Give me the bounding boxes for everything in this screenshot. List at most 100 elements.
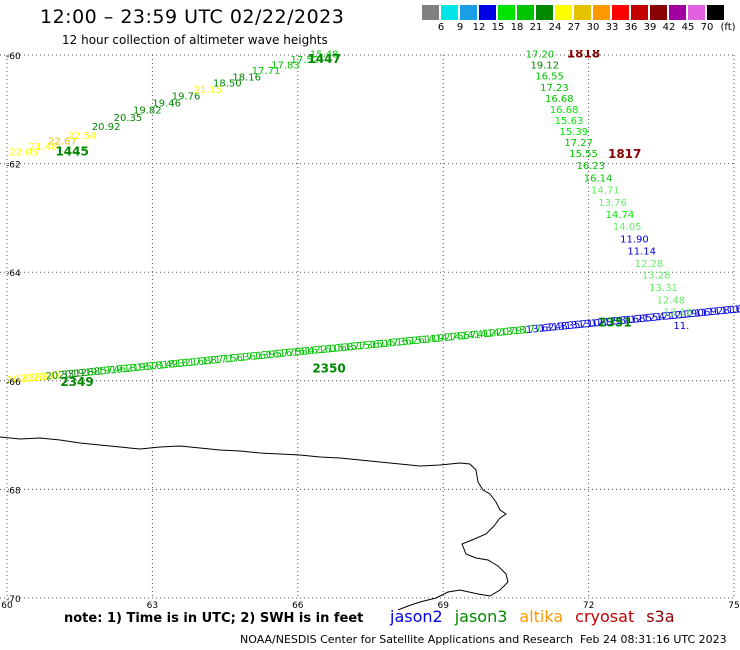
- track-jason3: 22.0521.4822.6722.5420.9220.3519.8219.46…: [9, 50, 338, 158]
- wave-height-label: 19.12: [530, 61, 559, 72]
- legend-swatch: [479, 5, 496, 20]
- band-value-label: 18.49: [149, 359, 179, 373]
- wave-height-label: 22.05: [9, 147, 38, 158]
- lat-tick-label: -62: [6, 161, 21, 171]
- band-value-label: 17.36: [227, 351, 257, 365]
- lat-tick-label: -70: [6, 595, 21, 605]
- wave-height-label: 17.27: [564, 138, 593, 149]
- wave-height-label: 16.68: [545, 94, 574, 105]
- band-value-label: 12.68: [616, 314, 646, 328]
- wave-height-label: 18.16: [232, 73, 261, 84]
- legend-label: 6: [437, 22, 445, 33]
- legend-swatch: [460, 5, 477, 20]
- wave-height-label: 12.28: [635, 259, 664, 270]
- legend-label: 24: [548, 22, 562, 33]
- wave-height-label: 17.83: [271, 61, 300, 72]
- wave-height-label: 12.18: [664, 308, 693, 319]
- band-value-label: 12.06: [681, 307, 711, 321]
- band-value-label: 17.56: [214, 353, 244, 367]
- timestamp: Feb 24 08:31:16 UTC 2023: [580, 633, 727, 646]
- coastline: [0, 436, 509, 610]
- band-value-label: 15.26: [396, 335, 426, 349]
- credit-line: NOAA/NESDIS Center for Satellite Applica…: [240, 633, 574, 646]
- band-value-label: 11.58: [733, 302, 740, 316]
- wave-height-label: 17.23: [540, 83, 569, 94]
- legend-swatch: [536, 5, 553, 20]
- band-value-label: 16.21: [305, 344, 335, 358]
- band-value-label: 14.75: [435, 331, 465, 345]
- band-value-label: 14.57: [448, 330, 478, 344]
- wave-height-label: 16.14: [584, 174, 613, 185]
- legend-label: 33: [605, 22, 619, 33]
- track-time-label: 2351: [598, 316, 631, 330]
- band-value-label: 18.32: [162, 358, 192, 372]
- lon-tick-label: 66: [292, 601, 304, 610]
- satellite-name: s3a: [646, 607, 675, 626]
- wave-height-label: 21.15: [194, 85, 223, 96]
- band-value-label: 16.95: [253, 349, 283, 363]
- legend-swatch: [650, 5, 667, 20]
- band-value-label: 13.91: [500, 325, 530, 339]
- legend-swatch: [555, 5, 572, 20]
- track-time-label: 1445: [55, 144, 88, 158]
- band-value-label: 15.47: [370, 337, 400, 351]
- band-value-label: 20.83: [6, 373, 36, 387]
- band-value-label: 13.21: [564, 319, 594, 333]
- legend-label: 30: [586, 22, 600, 33]
- legend-label: 12: [472, 22, 486, 33]
- wave-height-label: 17.71: [252, 66, 281, 77]
- track-time-label: 1817: [608, 147, 641, 161]
- band-value-label: 13.62: [526, 322, 556, 336]
- wave-height-label: 11.14: [627, 246, 656, 257]
- coastline-path: [0, 436, 509, 610]
- wave-height-label: 19.46: [152, 99, 181, 110]
- band-value-label: 15.11: [409, 334, 439, 348]
- wave-height-label: 18.50: [213, 78, 242, 89]
- legend-label: 36: [624, 22, 638, 33]
- wave-height-label: 11.90: [620, 234, 649, 245]
- wave-height-label: 11.: [673, 321, 689, 332]
- band-value-label: 19.46: [97, 364, 127, 378]
- legend-swatch: [593, 5, 610, 20]
- wave-height-label: 15.48: [310, 50, 339, 61]
- wave-height-label: 19.76: [172, 92, 201, 103]
- band-value-label: 11.69: [720, 303, 740, 317]
- legend-label: 45: [681, 22, 695, 33]
- legend-swatch: [574, 5, 591, 20]
- band-value-label: 16.06: [318, 343, 348, 357]
- lat-tick-label: -60: [6, 52, 21, 62]
- band-value-label: 12.93: [590, 316, 620, 330]
- lon-tick-label: 60: [1, 601, 13, 610]
- band-value-label: 13.08: [577, 317, 607, 331]
- band-value-label: 17.13: [240, 350, 270, 364]
- legend-label: 15: [491, 22, 505, 33]
- track-time-label: 2349: [60, 375, 93, 389]
- wave-height-label: 16.55: [535, 71, 564, 82]
- dense-track-band: 20.8320.6820.4820.3320.1219.8819.5719.46…: [6, 302, 740, 386]
- wave-height-label: 16.23: [576, 161, 605, 172]
- altimeter-tracks: 22.0521.4822.6722.5420.9220.3519.8219.46…: [9, 50, 692, 389]
- wave-height-label: 19.82: [133, 106, 162, 117]
- legend-label: 27: [567, 22, 581, 33]
- band-value-label: 14.22: [474, 327, 504, 341]
- band-value-label: 18.95: [123, 361, 153, 375]
- legend-swatch: [688, 5, 705, 20]
- track-jason3: 2350: [312, 362, 345, 376]
- lon-tick-label: 72: [583, 601, 594, 610]
- track-cryosat: 1817: [608, 147, 641, 161]
- wave-height-map: 20.8320.6820.4820.3320.1219.8819.5719.46…: [0, 50, 740, 610]
- satellite-name: jason3: [454, 607, 508, 626]
- band-value-label: 20.48: [32, 370, 62, 384]
- page-title: 12:00 – 23:59 UTC 02/22/2023: [40, 6, 345, 28]
- wave-height-label: 14.74: [606, 210, 635, 221]
- band-value-label: 15.87: [331, 341, 361, 355]
- band-value-label: 11.81: [707, 305, 737, 319]
- band-value-label: 16.42: [292, 345, 322, 359]
- satellite-name: altika: [519, 607, 564, 626]
- legend-swatch: [669, 5, 686, 20]
- band-value-label: 15.61: [357, 339, 387, 353]
- legend-swatch: [422, 5, 439, 20]
- footer-note: note: 1) Time is in UTC; 2) SWH is in fe…: [64, 611, 364, 626]
- wave-height-label: 17.20: [526, 50, 555, 61]
- band-value-label: 17.88: [188, 355, 218, 369]
